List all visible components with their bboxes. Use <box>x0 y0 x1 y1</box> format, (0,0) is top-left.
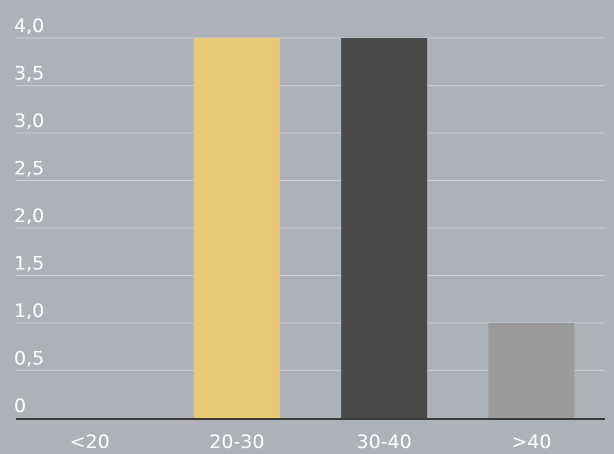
y-axis-ticks: 0 0,5 1,0 1,5 2,0 2,5 3,0 3,5 4,0 <box>14 15 44 417</box>
x-axis-ticks: <20 20-30 30-40 >40 <box>70 431 552 453</box>
y-tick-label: 3,5 <box>14 63 44 85</box>
y-tick-label: 1,5 <box>14 253 44 275</box>
x-tick-label: <20 <box>70 431 110 453</box>
x-tick-label: 30-40 <box>357 431 412 453</box>
bar <box>488 323 575 418</box>
y-tick-label: 1,0 <box>14 300 44 322</box>
y-tick-label: 4,0 <box>14 15 44 37</box>
y-tick-label: 0,5 <box>14 348 44 370</box>
y-tick-label: 3,0 <box>14 110 44 132</box>
y-tick-label: 0 <box>14 395 26 417</box>
bar <box>193 38 280 418</box>
x-tick-label: 20-30 <box>209 431 264 453</box>
y-tick-label: 2,5 <box>14 158 44 180</box>
bars <box>193 38 575 418</box>
gridlines <box>16 37 605 371</box>
bar <box>341 38 428 418</box>
y-tick-label: 2,0 <box>14 205 44 227</box>
x-tick-label: >40 <box>511 431 551 453</box>
